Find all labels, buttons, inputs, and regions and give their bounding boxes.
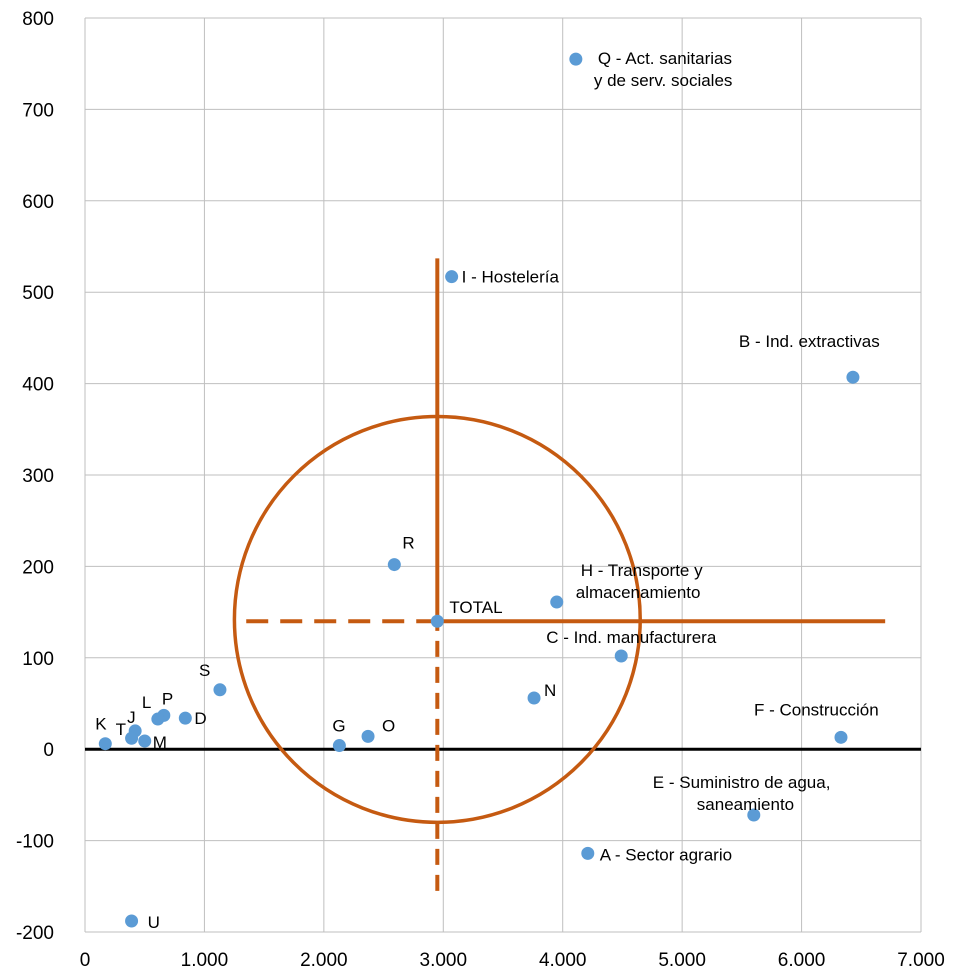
point-label: C - Ind. manufacturera — [546, 628, 717, 647]
point-label: H - Transporte y — [581, 561, 703, 580]
data-point — [332, 739, 346, 753]
point-label-line2: almacenamiento — [576, 583, 701, 602]
point-label: B - Ind. extractivas — [739, 332, 880, 351]
y-axis-tick-labels: -200 -100 0 100 200 300 400 500 600 700 800 — [16, 9, 54, 944]
data-point — [569, 52, 583, 66]
point-label: K — [95, 715, 107, 734]
x-tick-label: 7.000 — [897, 950, 945, 971]
data-point — [834, 730, 848, 744]
point-label: A - Sector agrario — [600, 845, 732, 864]
point-label: P — [162, 689, 173, 708]
data-point — [430, 614, 444, 628]
x-tick-label: 5.000 — [658, 950, 706, 971]
point-label: F - Construcción — [754, 700, 879, 719]
point-label: M — [153, 733, 167, 752]
y-tick-label: 0 — [43, 740, 54, 761]
x-tick-label: 4.000 — [539, 950, 587, 971]
data-point — [387, 558, 401, 572]
data-point — [747, 808, 761, 822]
point-label-line2: y de serv. sociales — [594, 71, 733, 90]
data-point — [550, 595, 564, 609]
x-tick-label: 6.000 — [778, 950, 826, 971]
data-points: Q - Act. sanitarias y de serv. sociales I … — [95, 49, 879, 932]
data-point — [445, 270, 459, 284]
data-point — [98, 737, 112, 751]
reference-overlay — [85, 258, 921, 891]
data-point — [213, 683, 227, 697]
point-label: D — [194, 709, 206, 728]
x-tick-label: 1.000 — [181, 950, 229, 971]
point-label: J — [127, 708, 136, 727]
point-label: Q - Act. sanitarias — [598, 49, 732, 68]
point-label: TOTAL — [449, 598, 502, 617]
point-label-line2: saneamiento — [697, 795, 794, 814]
y-tick-label: 200 — [22, 557, 54, 578]
x-tick-label: 2.000 — [300, 950, 348, 971]
y-tick-label: 100 — [22, 649, 54, 670]
x-axis-tick-labels: 0 1.000 2.000 3.000 4.000 5.000 6.000 7.000 — [80, 950, 945, 971]
y-tick-label: -100 — [16, 832, 54, 853]
y-tick-label: 400 — [22, 375, 54, 396]
data-point — [614, 649, 628, 663]
point-label: O — [382, 716, 395, 735]
x-tick-label: 3.000 — [420, 950, 468, 971]
data-point — [178, 711, 192, 725]
x-tick-label: 0 — [80, 950, 91, 971]
data-point — [151, 712, 165, 726]
data-point — [125, 914, 139, 928]
y-tick-label: 600 — [22, 192, 54, 213]
point-label: G — [332, 717, 345, 736]
point-label: L — [142, 693, 151, 712]
point-label: S — [199, 661, 210, 680]
point-label: N — [544, 681, 556, 700]
y-tick-label: 700 — [22, 100, 54, 121]
data-point — [138, 734, 152, 748]
point-label: U — [148, 913, 160, 932]
point-label: I - Hostelería — [462, 268, 560, 287]
point-label: T — [116, 720, 126, 739]
data-point — [581, 846, 595, 860]
y-tick-label: 500 — [22, 283, 54, 304]
data-point — [527, 691, 541, 705]
data-point — [361, 729, 375, 743]
data-point — [846, 370, 860, 384]
y-tick-label: 800 — [22, 9, 54, 30]
data-point — [125, 731, 139, 745]
point-label: R — [402, 534, 414, 553]
y-tick-label: -200 — [16, 923, 54, 944]
point-label: E - Suministro de agua, — [653, 773, 831, 792]
y-tick-label: 300 — [22, 466, 54, 487]
